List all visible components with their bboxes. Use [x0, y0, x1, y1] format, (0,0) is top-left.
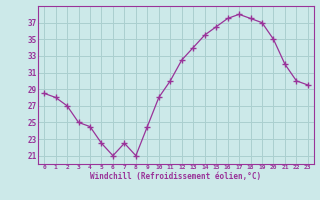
X-axis label: Windchill (Refroidissement éolien,°C): Windchill (Refroidissement éolien,°C): [91, 172, 261, 181]
